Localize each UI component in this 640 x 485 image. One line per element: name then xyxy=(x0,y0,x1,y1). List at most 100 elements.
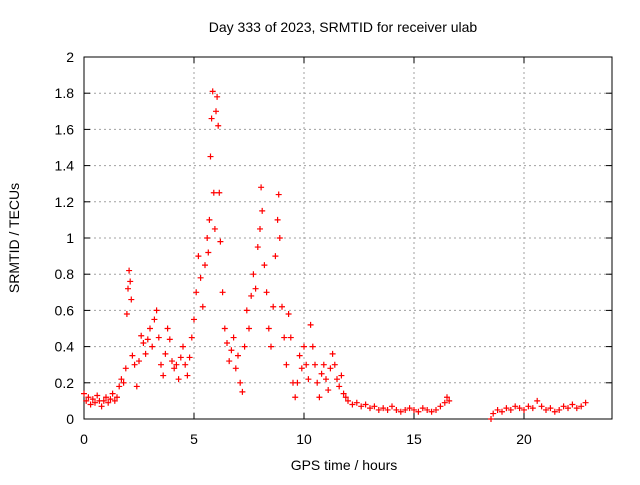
data-point xyxy=(305,376,312,383)
data-point xyxy=(120,379,127,386)
data-point xyxy=(216,189,223,196)
data-point xyxy=(133,383,140,390)
y-tick-label: 1.8 xyxy=(55,85,75,101)
data-point xyxy=(327,365,334,372)
data-point xyxy=(197,274,204,281)
data-point xyxy=(275,191,282,198)
data-point xyxy=(444,394,450,401)
data-point xyxy=(151,316,158,323)
data-point xyxy=(230,334,237,341)
data-point xyxy=(166,336,173,343)
data-point xyxy=(98,403,105,410)
data-point xyxy=(122,365,129,372)
data-point xyxy=(211,225,218,232)
data-point xyxy=(314,379,321,386)
data-point xyxy=(193,289,200,296)
data-point xyxy=(258,184,265,191)
data-point xyxy=(325,387,332,394)
data-point xyxy=(263,289,270,296)
data-point xyxy=(241,343,248,350)
data-point xyxy=(525,403,532,410)
data-point xyxy=(499,408,505,415)
data-point xyxy=(433,406,439,413)
data-point xyxy=(204,235,211,241)
x-tick-labels: 0 5 10 15 20 xyxy=(80,431,532,447)
data-point xyxy=(318,370,325,377)
data-point xyxy=(232,365,239,372)
data-points xyxy=(81,88,589,422)
x-tick-label: 5 xyxy=(190,431,198,447)
data-point xyxy=(503,405,510,412)
data-point xyxy=(353,399,360,406)
data-point xyxy=(155,334,162,341)
data-point xyxy=(521,406,527,413)
data-point xyxy=(195,253,202,260)
data-point xyxy=(380,405,387,412)
data-point xyxy=(205,249,212,256)
data-point xyxy=(169,358,175,365)
data-point xyxy=(367,405,373,412)
data-point xyxy=(103,394,109,401)
y-tick-label: 1 xyxy=(66,230,74,246)
data-point xyxy=(547,405,554,412)
data-point xyxy=(235,352,241,359)
data-point xyxy=(175,376,182,383)
data-point xyxy=(107,396,114,403)
data-point xyxy=(274,216,281,223)
data-point xyxy=(123,311,130,318)
y-tick-label: 1.6 xyxy=(55,121,75,137)
data-point xyxy=(446,397,453,404)
data-point xyxy=(261,262,268,269)
y-tick-label: 1.2 xyxy=(55,194,75,210)
data-point xyxy=(334,376,340,383)
data-point xyxy=(162,350,169,357)
x-tick-label: 0 xyxy=(80,431,88,447)
data-point xyxy=(411,406,417,413)
data-point xyxy=(129,352,136,359)
data-point xyxy=(144,336,151,343)
data-point xyxy=(538,403,545,410)
data-point xyxy=(224,339,230,346)
data-point xyxy=(397,408,404,415)
data-point xyxy=(153,307,160,314)
data-point xyxy=(490,410,497,417)
data-point xyxy=(338,372,345,379)
data-point xyxy=(371,403,378,410)
data-point xyxy=(301,343,307,350)
data-point xyxy=(402,406,409,413)
data-point xyxy=(393,406,400,413)
data-point xyxy=(534,397,541,404)
y-tick-label: 0.4 xyxy=(55,339,75,355)
data-point xyxy=(191,316,197,323)
data-point xyxy=(87,401,94,408)
data-point xyxy=(92,399,98,406)
data-point xyxy=(158,361,164,368)
data-point xyxy=(111,397,118,404)
data-point xyxy=(283,361,290,368)
data-point xyxy=(268,343,274,350)
data-point xyxy=(83,397,90,404)
data-point xyxy=(285,311,292,318)
data-point xyxy=(292,394,299,401)
data-point xyxy=(127,278,134,285)
data-point xyxy=(215,122,222,129)
data-point xyxy=(336,383,343,390)
data-point xyxy=(246,325,252,332)
data-point xyxy=(149,343,156,350)
data-point xyxy=(182,361,189,368)
data-point xyxy=(345,397,351,404)
data-point xyxy=(298,365,305,372)
data-point xyxy=(164,325,171,332)
data-point xyxy=(257,225,263,232)
data-point xyxy=(140,339,147,346)
y-tick-labels: 0 0.2 0.4 0.6 0.8 1 1.2 1.4 1.6 1.8 2 xyxy=(55,49,75,427)
y-tick-label: 1.4 xyxy=(55,158,75,174)
data-point xyxy=(213,108,219,115)
data-point xyxy=(323,376,329,383)
data-point xyxy=(177,354,184,361)
data-point xyxy=(252,285,259,292)
data-point xyxy=(272,253,279,260)
data-point xyxy=(375,406,382,413)
